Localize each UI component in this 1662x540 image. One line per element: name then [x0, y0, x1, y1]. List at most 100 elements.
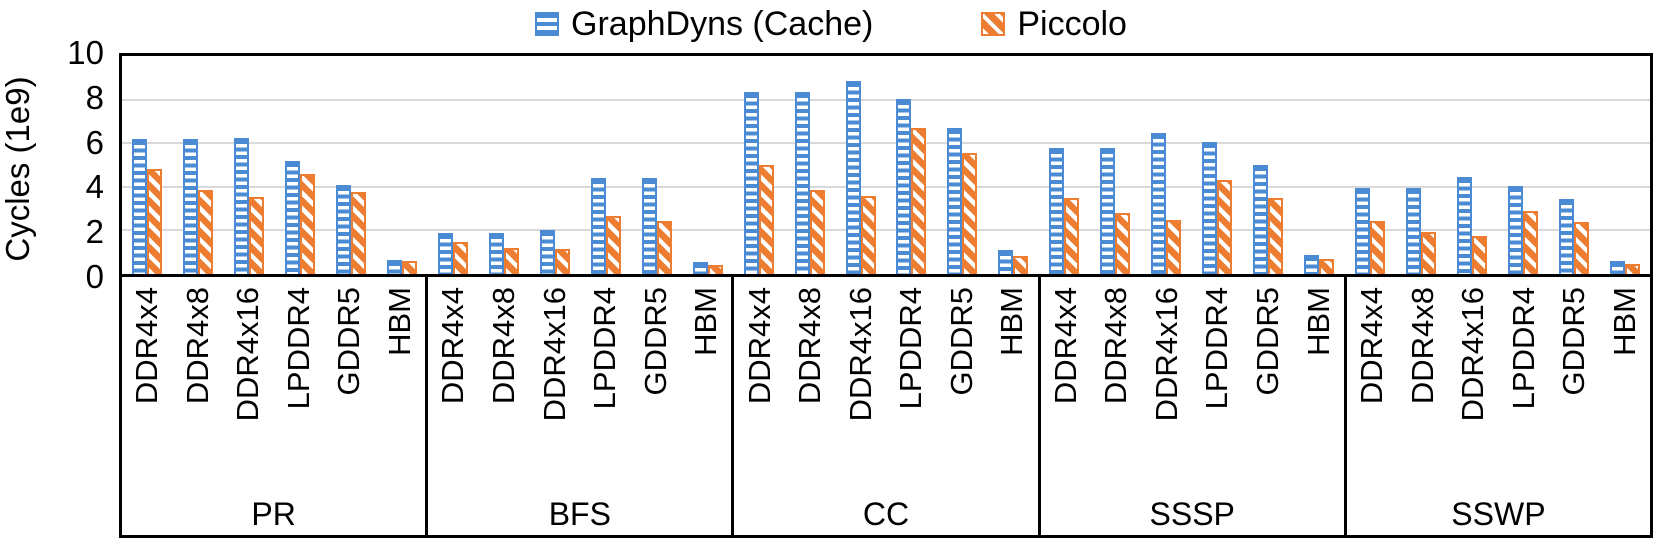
bar-graphdyns-sssp-hbm [1303, 255, 1319, 274]
bar-graphdyns-bfs-lpddr4 [590, 178, 606, 274]
bar-pair [539, 56, 570, 274]
category-slot [326, 56, 377, 274]
bar-pair [1558, 56, 1589, 274]
category-slot [428, 56, 479, 274]
bar-pair [489, 56, 519, 274]
x-tick-label: DDR4x16 [1148, 287, 1184, 422]
bar-piccolo-pr-ddr4x8 [198, 190, 214, 274]
bar-graphdyns-bfs-ddr4x8 [489, 232, 504, 274]
bar-pair [132, 56, 163, 274]
bar-piccolo-bfs-hbm [707, 264, 723, 274]
bar-piccolo-pr-lpddr4 [300, 173, 316, 274]
x-tick-label: HBM [1606, 287, 1642, 356]
x-tick-label: DDR4x8 [179, 287, 215, 405]
legend-item-piccolo: Piccolo [981, 5, 1127, 44]
gridline [122, 229, 1650, 232]
group-label-pr: PR [251, 496, 296, 532]
bar-graphdyns-pr-gddr5 [336, 184, 352, 274]
bar-piccolo-bfs-gddr5 [656, 220, 672, 274]
bar-group-cc [733, 56, 1039, 274]
x-tick-label: DDR4x8 [792, 287, 828, 405]
bar-graphdyns-sssp-gddr5 [1253, 165, 1268, 274]
bar-graphdyns-pr-lpddr4 [285, 160, 301, 274]
bar-piccolo-sssp-ddr4x16 [1166, 219, 1182, 274]
plot-area [119, 53, 1653, 277]
x-tick-label: GDDR5 [1556, 287, 1592, 396]
axis-group-cc: DDR4x4 DDR4x8 DDR4x16 LPDDR4 GDDR5 HBM CC [731, 277, 1037, 535]
bar-pair [947, 56, 978, 274]
category-slot [275, 56, 326, 274]
bar-piccolo-sssp-hbm [1318, 259, 1334, 274]
legend-label: Piccolo [1017, 4, 1127, 43]
x-tick-label: HBM [688, 287, 724, 356]
gridline [122, 185, 1650, 188]
x-tick-label: DDR4x4 [1354, 287, 1390, 405]
bar-pair [1456, 56, 1487, 274]
axis-group-pr: DDR4x4 DDR4x8 DDR4x16 LPDDR4 GDDR5 HBM PR [122, 277, 425, 535]
category-slot [1243, 56, 1294, 274]
axis-group-sssp: DDR4x4 DDR4x8 DDR4x16 LPDDR4 GDDR5 HBM SSSP [1037, 277, 1344, 535]
bar-piccolo-pr-hbm [402, 260, 418, 274]
y-tick-label: 8 [85, 78, 104, 116]
bar-graphdyns-sswp-lpddr4 [1507, 185, 1523, 274]
bar-graphdyns-cc-ddr4x16 [845, 81, 861, 274]
x-tick-label: DDR4x4 [741, 287, 777, 405]
bar-graphdyns-bfs-ddr4x4 [438, 232, 454, 274]
x-tick-label: LPDDR4 [1505, 287, 1541, 410]
category-slot [784, 56, 835, 274]
bar-graphdyns-sswp-ddr4x16 [1456, 177, 1472, 274]
bar-piccolo-sssp-ddr4x4 [1064, 197, 1080, 274]
group-label-cc: CC [862, 496, 910, 532]
bar-graphdyns-sswp-hbm [1609, 260, 1625, 274]
bar-piccolo-sswp-ddr4x4 [1369, 220, 1385, 274]
bar-pair [1609, 56, 1640, 274]
category-slot [1344, 56, 1395, 274]
x-tick-label: DDR4x16 [536, 287, 572, 422]
legend-item-graphdyns: GraphDyns (Cache) [535, 5, 873, 44]
bar-piccolo-cc-ddr4x16 [860, 195, 876, 274]
bar-graphdyns-sssp-ddr4x4 [1049, 147, 1065, 274]
axis-group-bfs: DDR4x4 DDR4x8 DDR4x16 LPDDR4 GDDR5 HBM BFS [425, 277, 731, 535]
category-slot [224, 56, 275, 274]
bar-piccolo-cc-lpddr4 [911, 127, 927, 274]
bar-graphdyns-sssp-ddr4x16 [1151, 133, 1167, 274]
bar-piccolo-cc-gddr5 [962, 153, 978, 274]
bar-pair [1151, 56, 1182, 274]
bar-pair [1405, 56, 1436, 274]
bar-piccolo-sswp-ddr4x8 [1420, 231, 1436, 274]
category-slot [1446, 56, 1497, 274]
bar-pair [1507, 56, 1538, 274]
bar-pair [387, 56, 418, 274]
bar-graphdyns-sssp-lpddr4 [1202, 142, 1218, 274]
bar-graphdyns-sssp-ddr4x8 [1100, 147, 1116, 274]
bar-group-sswp [1344, 56, 1650, 274]
bar-piccolo-sswp-lpddr4 [1522, 210, 1538, 274]
x-tick-label: DDR4x4 [435, 287, 471, 405]
bar-pair [794, 56, 825, 274]
chart-legend: GraphDyns (Cache) Piccolo [0, 0, 1662, 48]
bar-pair [590, 56, 621, 274]
category-slot [835, 56, 886, 274]
category-slot [1192, 56, 1243, 274]
category-slot [988, 56, 1039, 274]
horizontal-stripe-swatch-icon [535, 12, 560, 36]
group-label-sswp: SSWP [1451, 496, 1546, 532]
diagonal-stripe-swatch-icon [981, 12, 1006, 36]
bar-graphdyns-cc-lpddr4 [896, 98, 912, 274]
x-tick-label: GDDR5 [331, 287, 367, 396]
bar-pair [692, 56, 723, 274]
bar-graphdyns-cc-gddr5 [947, 127, 963, 274]
bar-pair [1100, 56, 1131, 274]
x-tick-label: DDR4x8 [1098, 287, 1134, 405]
bar-pair [183, 56, 214, 274]
x-tick-label: LPDDR4 [280, 287, 316, 410]
bar-pair [234, 56, 265, 274]
y-tick-label: 2 [85, 213, 104, 251]
category-slot [1395, 56, 1446, 274]
bar-piccolo-pr-ddr4x4 [147, 169, 163, 274]
bar-pair [998, 56, 1029, 274]
bar-piccolo-bfs-ddr4x16 [554, 248, 570, 274]
category-slot [682, 56, 733, 274]
gridline [122, 142, 1650, 145]
